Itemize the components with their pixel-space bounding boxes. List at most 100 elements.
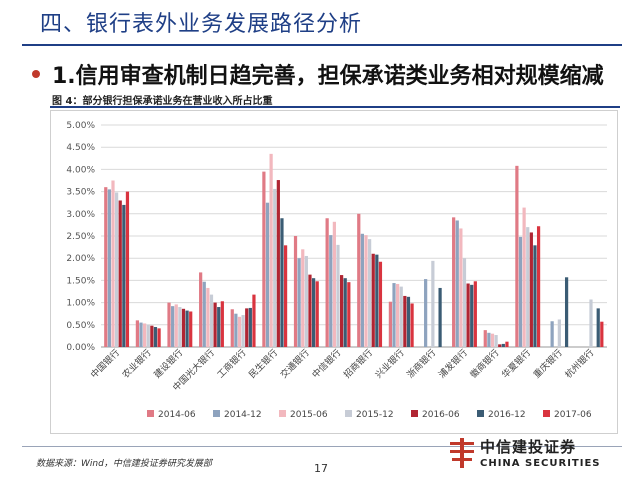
bar	[111, 180, 115, 347]
legend-swatch	[147, 410, 154, 417]
bar	[490, 333, 495, 347]
y-tick-label: 4.00%	[66, 165, 95, 175]
y-tick-label: 1.00%	[66, 299, 95, 309]
bar	[557, 319, 561, 347]
x-tick-label: 兴业银行	[373, 347, 407, 381]
legend-swatch	[279, 410, 286, 417]
legend-swatch	[345, 410, 352, 417]
legend-label: 2014-06	[158, 410, 196, 420]
x-tick-label: 重庆银行	[531, 347, 565, 381]
bar	[115, 192, 119, 347]
bar	[230, 309, 234, 347]
x-tick-label: 徽商银行	[467, 347, 501, 381]
bar	[118, 200, 122, 347]
data-source-note: 数据来源：Wind，中信建投证券研究发展部	[36, 459, 212, 469]
bar	[343, 278, 347, 347]
bar	[364, 235, 368, 347]
bar	[403, 295, 407, 347]
figure-caption: 图 4：部分银行担保承诺业务在营业收入所占比重	[52, 96, 273, 107]
bar	[283, 245, 288, 347]
bar	[220, 301, 224, 347]
bar	[269, 153, 273, 347]
x-tick-label: 招商银行	[341, 347, 375, 381]
bar	[146, 324, 150, 347]
bar	[396, 283, 400, 347]
bar	[596, 308, 600, 347]
bar	[406, 296, 411, 347]
legend-label: 2014-12	[224, 410, 262, 420]
bar	[241, 315, 245, 347]
bar	[459, 228, 463, 347]
bar	[501, 343, 505, 347]
y-tick-label: 0.50%	[66, 321, 95, 331]
bar	[410, 303, 414, 347]
bar	[494, 335, 498, 347]
bar	[189, 311, 193, 347]
bar	[371, 253, 375, 347]
bar	[265, 202, 270, 347]
bar	[589, 299, 593, 347]
bar	[213, 302, 217, 347]
bar	[217, 307, 221, 347]
section-heading: 1.信用审查机制日趋完善，担保承诺类业务相对规模缩减	[52, 64, 604, 89]
bar	[315, 281, 319, 347]
bar	[206, 287, 210, 347]
bar	[308, 274, 312, 347]
legend-label: 2015-06	[290, 410, 328, 420]
bar	[174, 304, 178, 347]
bar	[234, 313, 238, 347]
bar	[424, 279, 428, 347]
y-tick-label: 4.50%	[66, 143, 95, 153]
x-tick-label: 中信银行	[309, 347, 343, 381]
bar	[462, 258, 467, 347]
bar	[388, 301, 393, 347]
footer-divider	[22, 446, 622, 447]
bar	[202, 281, 206, 347]
bar	[526, 227, 530, 347]
y-tick-label: 5.00%	[66, 121, 95, 131]
x-tick-label: 建设银行	[151, 347, 185, 381]
bar	[378, 261, 383, 347]
bar	[273, 188, 277, 347]
bar	[104, 187, 108, 347]
bar	[245, 308, 249, 347]
bar	[536, 226, 541, 347]
bar	[347, 282, 351, 347]
bar	[181, 308, 186, 347]
legend-swatch	[543, 410, 550, 417]
logo-chinese-name: 中信建投证券	[480, 438, 577, 456]
y-tick-label: 3.50%	[66, 188, 95, 198]
bar	[515, 165, 519, 347]
bar	[248, 307, 252, 347]
bar	[153, 327, 158, 347]
x-tick-label: 浦发银行	[436, 347, 470, 381]
legend-swatch	[477, 410, 484, 417]
caption-divider	[50, 106, 620, 108]
y-tick-label: 2.00%	[66, 254, 95, 264]
legend-label: 2015-12	[356, 410, 394, 420]
x-tick-label: 交通银行	[278, 347, 312, 381]
bar	[564, 277, 569, 347]
bar	[178, 307, 182, 347]
bar	[185, 310, 189, 347]
bar	[325, 218, 329, 347]
x-tick-label: 农业银行	[120, 347, 154, 381]
bar	[167, 302, 171, 347]
y-tick-label: 3.00%	[66, 210, 95, 220]
bar	[522, 207, 526, 347]
bar	[399, 286, 403, 347]
bar	[297, 258, 301, 347]
bar	[518, 236, 523, 347]
bar	[360, 233, 364, 347]
x-tick-label: 工商银行	[214, 347, 248, 381]
title-divider	[22, 44, 622, 46]
x-tick-label: 杭州银行	[562, 347, 596, 381]
bar	[466, 283, 470, 347]
legend-label: 2016-06	[422, 410, 460, 420]
bar	[293, 236, 298, 347]
legend-label: 2017-06	[554, 410, 592, 420]
bullet-icon	[32, 70, 40, 78]
bar	[125, 191, 130, 347]
bar	[280, 218, 284, 347]
bar	[304, 255, 308, 347]
